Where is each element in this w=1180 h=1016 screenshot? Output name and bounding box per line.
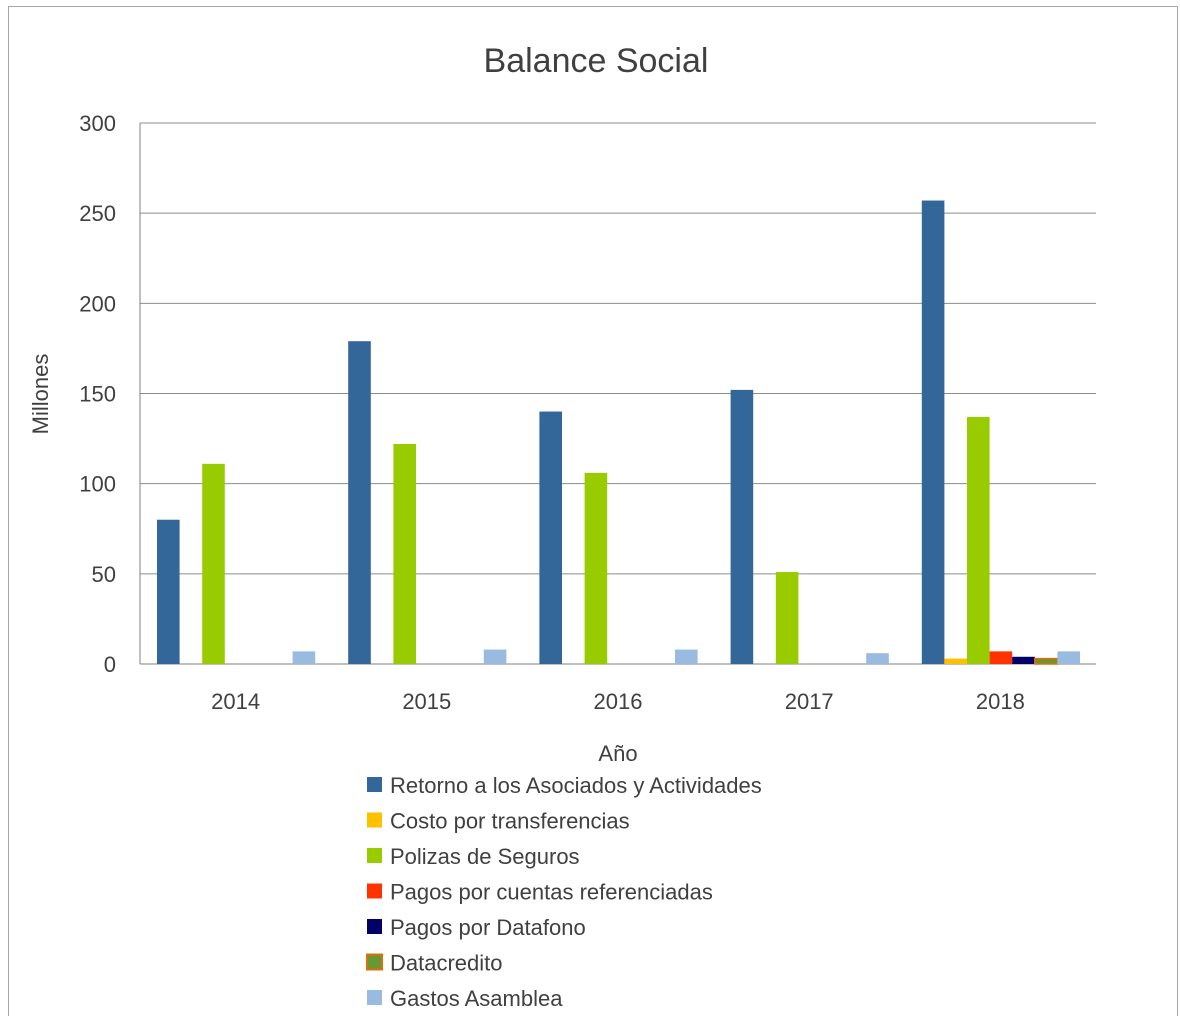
legend-swatch <box>367 812 382 828</box>
chart-title: Balance Social <box>484 42 709 80</box>
legend-label: Costo por transferencias <box>390 809 630 834</box>
y-tick-label: 200 <box>79 291 116 316</box>
legend-swatch <box>367 848 382 863</box>
bar <box>989 651 1013 664</box>
legend-label: Pagos por Datafono <box>390 915 586 940</box>
bar <box>202 463 225 664</box>
bar <box>1012 656 1035 664</box>
bar <box>292 651 316 664</box>
y-axis-label: Millones <box>28 354 53 435</box>
bar <box>393 443 416 664</box>
legend-label: Pagos por cuentas referenciadas <box>390 880 713 905</box>
bars <box>157 200 1080 665</box>
bar <box>730 389 754 664</box>
y-axis-ticks: 0 50 100 150 200 250 300 <box>79 111 116 677</box>
legend-swatch <box>366 953 383 971</box>
bar <box>967 416 990 664</box>
x-tick-label: 2015 <box>402 689 451 714</box>
legend-label: Polizas de Seguros <box>390 844 580 869</box>
legend-item: Polizas de Seguros <box>367 844 580 869</box>
x-axis-label: Año <box>598 741 637 766</box>
gridlines <box>139 122 1096 665</box>
bar <box>1034 657 1059 665</box>
bar <box>775 572 799 664</box>
legend-label: Gastos Asamblea <box>390 986 563 1011</box>
bar <box>157 519 180 664</box>
x-tick-label: 2018 <box>976 689 1025 714</box>
legend-item: Gastos Asamblea <box>367 986 563 1011</box>
legend-swatch <box>367 777 382 792</box>
x-axis-ticks: 2014 2015 2016 2017 2018 <box>211 689 1025 714</box>
legend: Retorno a los Asociados y Actividades Cos… <box>366 773 762 1011</box>
x-tick-label: 2014 <box>211 689 260 714</box>
y-tick-label: 250 <box>79 201 116 226</box>
bar <box>921 200 945 664</box>
legend-swatch <box>367 883 382 899</box>
legend-item: Retorno a los Asociados y Actividades <box>367 773 762 798</box>
x-tick-label: 2017 <box>785 689 834 714</box>
bar <box>866 653 889 664</box>
legend-item: Pagos por Datafono <box>367 915 586 940</box>
legend-swatch <box>367 919 382 934</box>
legend-label: Retorno a los Asociados y Actividades <box>390 773 762 798</box>
bar <box>348 341 371 664</box>
chart-frame <box>8 6 1178 1016</box>
y-tick-label: 150 <box>79 382 116 407</box>
x-tick-label: 2016 <box>594 689 643 714</box>
bar <box>1057 651 1080 664</box>
bar <box>944 658 967 664</box>
y-tick-label: 50 <box>92 562 116 587</box>
legend-item: Datacredito <box>366 951 503 976</box>
legend-label: Datacredito <box>390 951 503 976</box>
bar <box>584 472 608 664</box>
legend-swatch <box>367 990 382 1005</box>
bar <box>539 411 562 664</box>
y-tick-label: 100 <box>79 472 116 497</box>
legend-item: Costo por transferencias <box>367 809 630 834</box>
y-tick-label: 300 <box>79 111 116 136</box>
y-tick-label: 0 <box>104 652 116 677</box>
bar <box>675 649 698 664</box>
bar <box>483 649 507 664</box>
legend-item: Pagos por cuentas referenciadas <box>367 880 713 905</box>
